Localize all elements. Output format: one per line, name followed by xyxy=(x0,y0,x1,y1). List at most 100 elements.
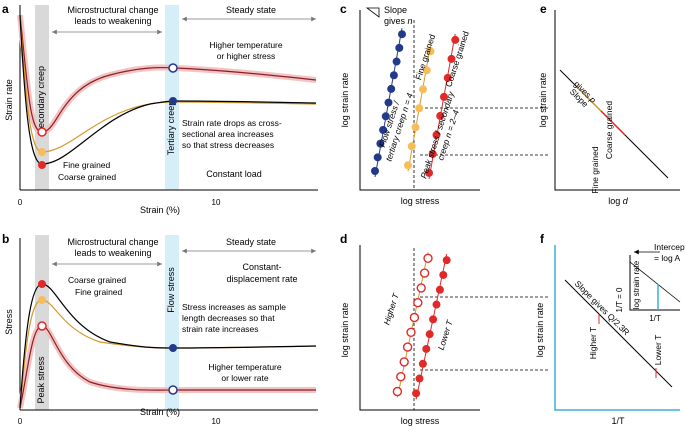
xlabel-f: 1/T xyxy=(611,416,625,426)
d-point-0-6 xyxy=(413,298,423,308)
marker-b-higher-flow xyxy=(168,385,178,395)
inset-text-2: = log A xyxy=(654,253,681,263)
c-point-0-5 xyxy=(384,98,393,107)
c-point-0-8 xyxy=(392,57,401,66)
panel-label-f: f xyxy=(540,232,545,246)
c-point-0-3 xyxy=(379,125,388,134)
label-e-coarse: Coarse grained xyxy=(604,101,614,159)
condition-b-2: displacement rate xyxy=(226,274,297,284)
inset-yaxis-label: 1/T = 0 xyxy=(615,287,624,313)
label-d-higher-t: Higher T xyxy=(381,291,401,326)
label-b-coarse: Coarse grained xyxy=(68,275,126,285)
d-point-1-9 xyxy=(442,256,451,265)
xtick-b-10: 10 xyxy=(212,417,221,426)
d-point-0-7 xyxy=(416,283,426,293)
band-secondary-creep xyxy=(35,5,49,190)
inset-line xyxy=(629,261,681,303)
scatter-d xyxy=(392,252,451,400)
xtick-a-0: 0 xyxy=(18,198,23,207)
panel-d: d log strain rate log stress Higher T Lo… xyxy=(340,232,548,426)
c-point-2-1 xyxy=(428,149,437,158)
c-point-2-3 xyxy=(436,111,445,120)
panel-label-d: d xyxy=(340,232,347,246)
xtick-a-10: 10 xyxy=(212,198,221,207)
legend-c-1: Slope xyxy=(384,5,407,15)
ylabel-d: log strain rate xyxy=(340,303,350,358)
header-b-steady-state: Steady state xyxy=(226,237,276,247)
axes-c xyxy=(359,10,480,191)
inset-text-1: Intercept xyxy=(654,242,685,252)
marker-a-fine-min xyxy=(38,148,46,156)
label-a-higher-2: or higher stress xyxy=(217,51,276,61)
label-b-higher-1: Higher temperature xyxy=(208,362,282,372)
axes-d xyxy=(359,245,480,411)
c-point-1-0 xyxy=(404,161,412,170)
inset-xlabel: 1/T xyxy=(649,314,661,323)
c-point-1-1 xyxy=(407,142,416,151)
axes-f xyxy=(554,245,680,411)
slope-triangle-icon xyxy=(365,7,380,18)
ylabel-c: log strain rate xyxy=(340,73,350,128)
ylabel-a: Strain rate xyxy=(4,79,14,121)
c-point-2-7 xyxy=(451,35,460,44)
label-d-lower-t: Lower T xyxy=(436,318,455,351)
c-point-1-4 xyxy=(419,85,427,94)
panel-c: c Slope gives n log strain rate log stre… xyxy=(340,2,548,206)
d-point-1-7 xyxy=(435,285,444,294)
panel-label-a: a xyxy=(2,2,9,16)
d-point-0-8 xyxy=(419,268,430,278)
panel-label-e: e xyxy=(540,2,547,16)
annotation-b-3: strain rate increases xyxy=(182,324,259,334)
marker-a-coarse-min xyxy=(38,161,46,169)
band-label-secondary-creep: Secondary creep xyxy=(36,66,46,134)
marker-b-coarse-peak xyxy=(38,280,46,288)
inset-axes xyxy=(629,255,680,311)
header-steady-state: Steady state xyxy=(226,5,276,15)
label-a-coarse: Coarse grained xyxy=(58,172,116,182)
c-point-1-3 xyxy=(415,104,424,113)
d-point-0-3 xyxy=(402,342,413,352)
condition-b-1: Constant- xyxy=(242,262,281,272)
d-point-0-0 xyxy=(392,386,403,397)
band-label-tertiary-creep: Tertiary creep xyxy=(166,101,176,156)
d-point-1-5 xyxy=(429,315,438,324)
xtick-b-0: 0 xyxy=(18,417,23,426)
c-point-0-6 xyxy=(387,84,396,93)
panel-label-b: b xyxy=(2,232,9,246)
panel-f: f log strain rate 1/T Slope gives Q/2.3R… xyxy=(535,232,685,426)
d-point-1-1 xyxy=(415,374,424,383)
c-point-0-9 xyxy=(395,43,404,52)
marker-a-higher-steady xyxy=(168,63,178,73)
curve-a-fine xyxy=(19,14,317,153)
d-point-1-3 xyxy=(422,344,431,353)
panel-b: b Peak stress Flow stress Microstructura… xyxy=(2,232,318,426)
curve-b-coarse xyxy=(19,283,317,409)
c-point-2-0 xyxy=(425,168,433,177)
c-point-2-2 xyxy=(432,130,441,139)
band-flow-stress xyxy=(165,235,179,410)
annotation-a-3: so that stress decreases xyxy=(182,140,274,150)
ylabel-e: log strain rate xyxy=(538,73,548,128)
annotation-a-1: Strain rate drops as cross- xyxy=(182,118,282,128)
marker-b-fine-peak xyxy=(38,296,46,304)
c-point-0-2 xyxy=(376,139,385,148)
header-line-2: leads to weakening xyxy=(74,16,151,26)
panel-label-c: c xyxy=(340,2,347,16)
condition-a: Constant load xyxy=(206,169,262,179)
label-f-higher-t: Higher T xyxy=(588,327,598,359)
c-point-1-6 xyxy=(426,47,435,56)
c-point-1-2 xyxy=(411,123,420,132)
inset-ylabel: log strain rate xyxy=(632,260,641,309)
marker-b-flow xyxy=(169,344,177,352)
header-b-line-1: Microstructural change xyxy=(67,237,158,247)
d-point-0-4 xyxy=(406,327,416,337)
label-e-fine: Fine grained xyxy=(590,146,600,194)
header-b-line-2: leads to weakening xyxy=(74,248,151,258)
curve-a-coarse xyxy=(19,14,317,165)
marker-b-higher-peak xyxy=(37,321,47,331)
d-point-1-8 xyxy=(439,270,448,279)
curve-b-higher xyxy=(19,325,316,409)
d-point-0-9 xyxy=(423,253,433,263)
legend-c-2: gives n xyxy=(384,16,413,26)
